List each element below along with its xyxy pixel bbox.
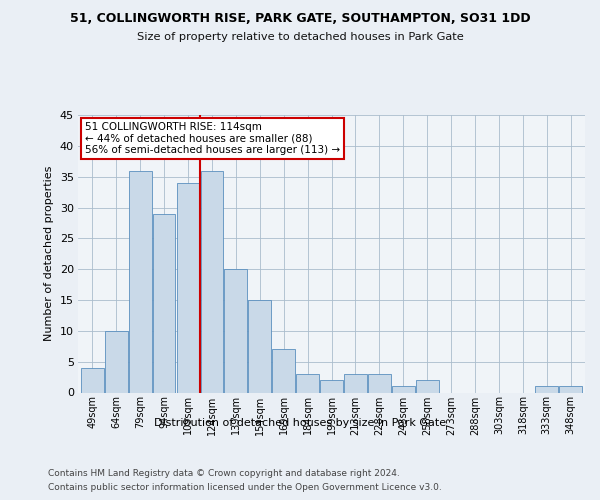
Bar xyxy=(272,350,295,393)
Bar xyxy=(320,380,343,392)
Text: 51, COLLINGWORTH RISE, PARK GATE, SOUTHAMPTON, SO31 1DD: 51, COLLINGWORTH RISE, PARK GATE, SOUTHA… xyxy=(70,12,530,26)
Bar xyxy=(344,374,367,392)
Bar xyxy=(200,170,223,392)
Bar xyxy=(416,380,439,392)
Bar xyxy=(153,214,175,392)
Bar xyxy=(535,386,558,392)
Text: Contains HM Land Registry data © Crown copyright and database right 2024.: Contains HM Land Registry data © Crown c… xyxy=(48,470,400,478)
Bar xyxy=(224,269,247,392)
Bar xyxy=(81,368,104,392)
Y-axis label: Number of detached properties: Number of detached properties xyxy=(44,166,54,342)
Bar xyxy=(105,331,128,392)
Text: Distribution of detached houses by size in Park Gate: Distribution of detached houses by size … xyxy=(154,418,446,428)
Bar xyxy=(129,170,152,392)
Text: Size of property relative to detached houses in Park Gate: Size of property relative to detached ho… xyxy=(137,32,463,42)
Bar xyxy=(559,386,582,392)
Bar xyxy=(368,374,391,392)
Text: 51 COLLINGWORTH RISE: 114sqm
← 44% of detached houses are smaller (88)
56% of se: 51 COLLINGWORTH RISE: 114sqm ← 44% of de… xyxy=(85,122,340,155)
Bar xyxy=(392,386,415,392)
Bar xyxy=(296,374,319,392)
Text: Contains public sector information licensed under the Open Government Licence v3: Contains public sector information licen… xyxy=(48,483,442,492)
Bar xyxy=(248,300,271,392)
Bar xyxy=(176,183,199,392)
